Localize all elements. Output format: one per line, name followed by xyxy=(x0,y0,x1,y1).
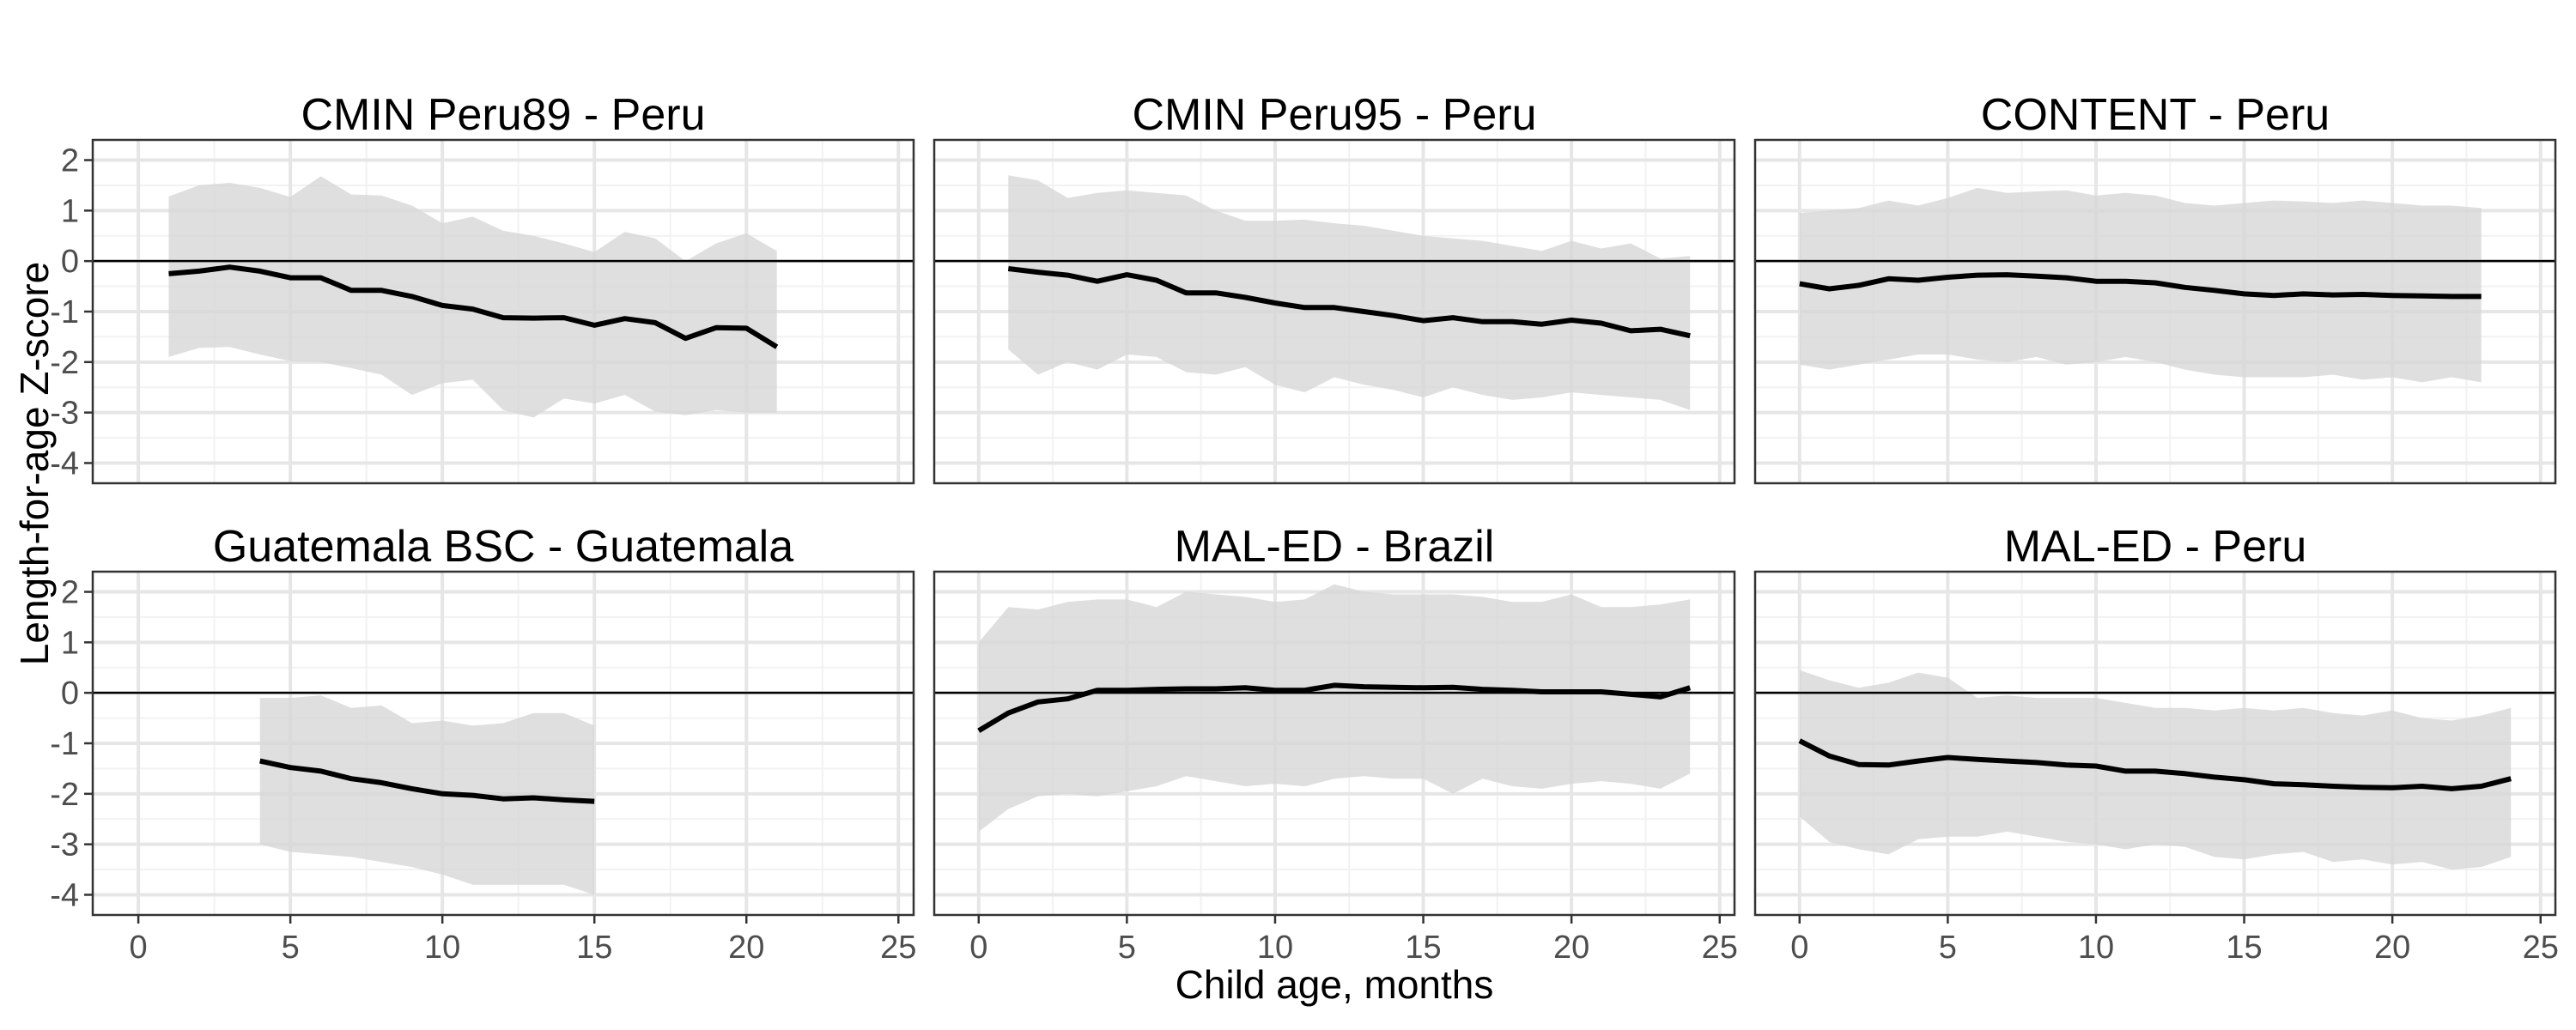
panel-3: CONTENT - Peru xyxy=(1753,90,2557,485)
x-tick-label: 5 xyxy=(1118,930,1136,966)
y-tick-label: 2 xyxy=(61,143,79,179)
y-tick-label: -2 xyxy=(50,777,79,813)
y-tick-label: 2 xyxy=(61,575,79,611)
x-tick-label: 25 xyxy=(1702,930,1738,966)
x-tick-label: 10 xyxy=(424,930,460,966)
mean-line xyxy=(259,758,595,804)
confidence-band xyxy=(259,695,595,895)
y-tick-label: -2 xyxy=(50,345,79,381)
x-tick-label: 0 xyxy=(969,930,987,966)
y-tick-label: -4 xyxy=(50,445,79,482)
y-tick-label: -4 xyxy=(50,877,79,913)
mean-line xyxy=(1799,272,2482,300)
panel-title: CONTENT - Peru xyxy=(1981,90,2330,140)
x-tick-label: 20 xyxy=(1553,930,1589,966)
y-tick-label: -1 xyxy=(50,294,79,330)
panel-6: MAL-ED - Peru 0 5 10 15 20 25 xyxy=(1753,522,2559,966)
panel-border xyxy=(1753,570,2557,917)
panel-border xyxy=(933,138,1736,485)
x-axis-label: Child age, months xyxy=(1176,962,1494,1007)
confidence-band xyxy=(1008,175,1691,410)
panels-layer: CMIN Peru89 - Peru -4 -3 -2 -1 0 1 2 CMIN Peru95… xyxy=(50,90,2559,966)
mean-line xyxy=(1798,738,2512,791)
panel-title: CMIN Peru95 - Peru xyxy=(1132,90,1536,140)
confidence-band xyxy=(978,584,1691,832)
panel-border xyxy=(1753,138,2557,485)
y-tick-label: 1 xyxy=(61,625,79,661)
x-tick-label: 15 xyxy=(2226,930,2262,966)
x-tick-label: 10 xyxy=(1257,930,1293,966)
panel-title: MAL-ED - Peru xyxy=(2004,522,2307,572)
confidence-band xyxy=(168,176,777,418)
y-tick-label: -3 xyxy=(50,827,79,863)
panel-border xyxy=(933,570,1736,917)
panel-2: CMIN Peru95 - Peru xyxy=(933,90,1736,485)
panel-5: MAL-ED - Brazil 0 5 10 15 20 25 xyxy=(933,522,1738,966)
y-axis-label: Length-for-age Z-score xyxy=(12,262,57,665)
y-tick-label: 1 xyxy=(61,193,79,229)
panel-title: CMIN Peru89 - Peru xyxy=(301,90,705,140)
confidence-band xyxy=(1799,187,2482,383)
x-tick-label: 5 xyxy=(282,930,300,966)
x-tick-label: 20 xyxy=(728,930,764,966)
x-tick-label: 10 xyxy=(2078,930,2114,966)
x-tick-label: 25 xyxy=(880,930,916,966)
x-tick-label: 20 xyxy=(2374,930,2410,966)
panel-title: Guatemala BSC - Guatemala xyxy=(213,522,793,572)
mean-line xyxy=(1007,266,1691,339)
y-tick-label: -1 xyxy=(50,726,79,762)
x-tick-label: 25 xyxy=(2523,930,2559,966)
x-tick-label: 15 xyxy=(576,930,612,966)
panel-1: CMIN Peru89 - Peru -4 -3 -2 -1 0 1 2 xyxy=(50,90,915,485)
mean-line xyxy=(977,682,1692,733)
y-tick-label: -3 xyxy=(50,396,79,432)
panel-title: MAL-ED - Brazil xyxy=(1175,522,1495,572)
y-tick-label: 0 xyxy=(61,244,79,280)
mean-line xyxy=(168,264,779,349)
x-tick-label: 0 xyxy=(1790,930,1808,966)
x-tick-label: 15 xyxy=(1405,930,1441,966)
y-tick-label: 0 xyxy=(61,676,79,712)
x-tick-label: 5 xyxy=(1939,930,1957,966)
x-tick-label: 0 xyxy=(130,930,148,966)
